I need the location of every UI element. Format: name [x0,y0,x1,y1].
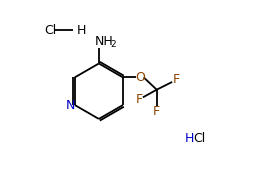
Text: F: F [153,105,160,118]
Text: H: H [77,24,86,37]
Text: 2: 2 [110,40,116,49]
Text: Cl: Cl [193,132,205,146]
Text: N: N [66,99,75,112]
Text: NH: NH [95,35,114,48]
Text: F: F [172,73,179,86]
Text: Cl: Cl [44,24,56,37]
Text: O: O [135,71,145,84]
Text: F: F [135,93,143,106]
Text: H: H [184,132,194,146]
